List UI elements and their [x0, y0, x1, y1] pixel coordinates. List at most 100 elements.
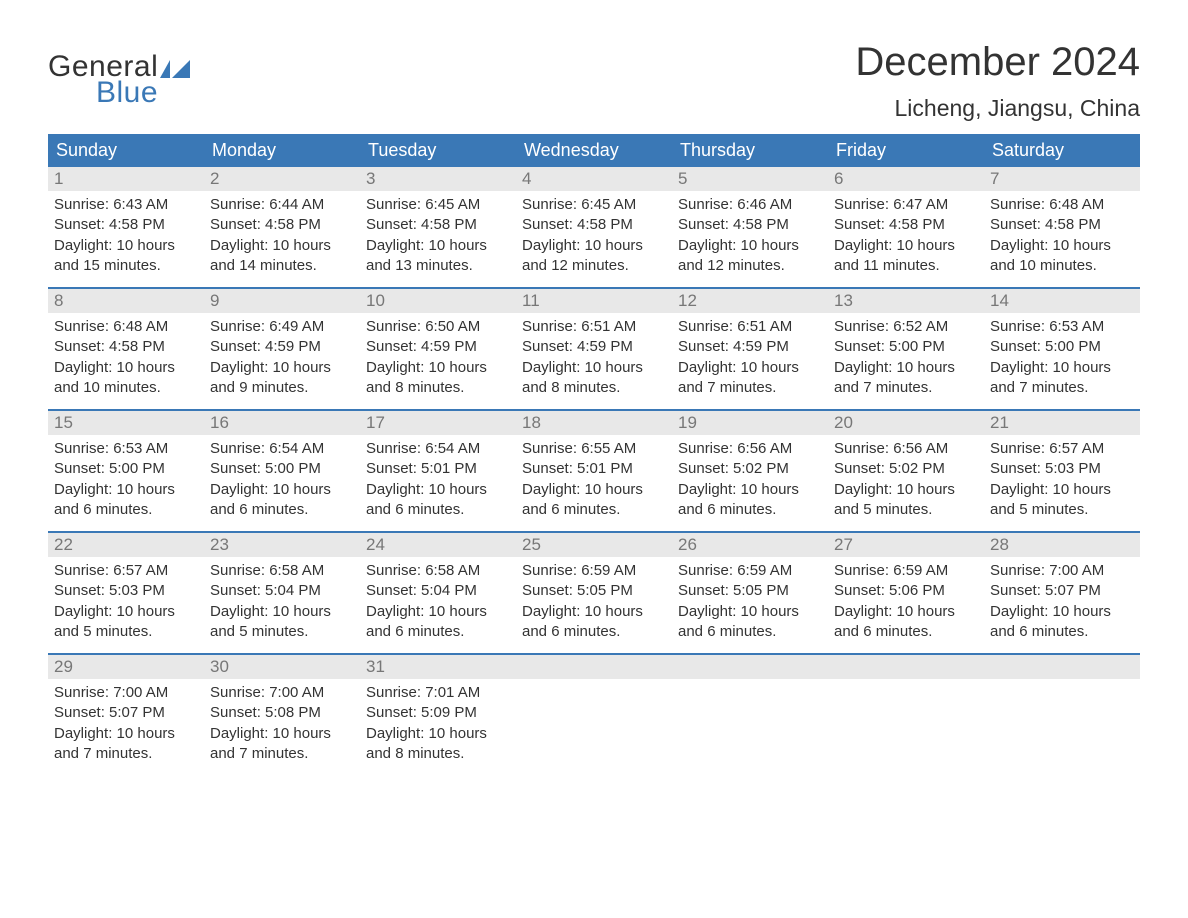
day-number: 12 [678, 291, 697, 310]
sunset-text: Sunset: 5:02 PM [834, 459, 978, 479]
daylight-text-2: and 13 minutes. [366, 256, 510, 276]
daylight-text-1: Daylight: 10 hours [678, 236, 822, 256]
calendar-week: 8Sunrise: 6:48 AMSunset: 4:58 PMDaylight… [48, 287, 1140, 409]
daylight-text-1: Daylight: 10 hours [834, 480, 978, 500]
day-body: Sunrise: 6:53 AMSunset: 5:00 PMDaylight:… [48, 435, 204, 530]
daylight-text-1: Daylight: 10 hours [54, 358, 198, 378]
day-number: 3 [366, 169, 375, 188]
daylight-text-1: Daylight: 10 hours [990, 480, 1134, 500]
daylight-text-2: and 6 minutes. [210, 500, 354, 520]
day-number-row: 20 [828, 411, 984, 435]
sunset-text: Sunset: 5:07 PM [54, 703, 198, 723]
sunset-text: Sunset: 4:58 PM [678, 215, 822, 235]
day-body: Sunrise: 6:56 AMSunset: 5:02 PMDaylight:… [828, 435, 984, 530]
sunrise-text: Sunrise: 6:52 AM [834, 317, 978, 337]
daylight-text-2: and 6 minutes. [678, 622, 822, 642]
calendar-day: 26 Sunrise: 6:59 AMSunset: 5:05 PMDayligh… [672, 533, 828, 653]
day-number-row: 24 [360, 533, 516, 557]
weekday-header: Tuesday [360, 134, 516, 167]
day-number: 11 [522, 291, 540, 310]
location-label: Licheng, Jiangsu, China [855, 95, 1140, 122]
day-number-row: 6 [828, 167, 984, 191]
sunrise-text: Sunrise: 7:00 AM [54, 683, 198, 703]
day-body: Sunrise: 6:54 AMSunset: 5:00 PMDaylight:… [204, 435, 360, 530]
daylight-text-1: Daylight: 10 hours [210, 236, 354, 256]
day-number: 17 [366, 413, 385, 432]
day-body: Sunrise: 6:43 AMSunset: 4:58 PMDaylight:… [48, 191, 204, 286]
sunrise-text: Sunrise: 6:50 AM [366, 317, 510, 337]
weekday-header: Thursday [672, 134, 828, 167]
day-number: 23 [210, 535, 229, 554]
calendar-day: 12 Sunrise: 6:51 AMSunset: 4:59 PMDayligh… [672, 289, 828, 409]
day-number: 18 [522, 413, 541, 432]
day-number [834, 657, 839, 676]
day-number-row: 13 [828, 289, 984, 313]
day-body: Sunrise: 7:01 AMSunset: 5:09 PMDaylight:… [360, 679, 516, 774]
sunrise-text: Sunrise: 6:59 AM [678, 561, 822, 581]
daylight-text-1: Daylight: 10 hours [678, 602, 822, 622]
sunset-text: Sunset: 4:58 PM [366, 215, 510, 235]
day-body: Sunrise: 6:51 AMSunset: 4:59 PMDaylight:… [672, 313, 828, 408]
sunset-text: Sunset: 4:59 PM [678, 337, 822, 357]
calendar-week: 15 Sunrise: 6:53 AMSunset: 5:00 PMDayligh… [48, 409, 1140, 531]
day-number: 16 [210, 413, 229, 432]
calendar-week: 22Sunrise: 6:57 AMSunset: 5:03 PMDayligh… [48, 531, 1140, 653]
calendar-day: 18Sunrise: 6:55 AMSunset: 5:01 PMDayligh… [516, 411, 672, 531]
sunrise-text: Sunrise: 6:48 AM [990, 195, 1134, 215]
calendar-day: 22Sunrise: 6:57 AMSunset: 5:03 PMDayligh… [48, 533, 204, 653]
day-number: 6 [834, 169, 843, 188]
daylight-text-2: and 12 minutes. [522, 256, 666, 276]
day-number-row: 26 [672, 533, 828, 557]
calendar-week: 29Sunrise: 7:00 AMSunset: 5:07 PMDayligh… [48, 653, 1140, 775]
sunrise-text: Sunrise: 7:00 AM [990, 561, 1134, 581]
calendar-day [828, 655, 984, 775]
sunrise-text: Sunrise: 6:54 AM [210, 439, 354, 459]
day-number-row: 5 [672, 167, 828, 191]
day-number: 15 [54, 413, 73, 432]
daylight-text-2: and 12 minutes. [678, 256, 822, 276]
daylight-text-2: and 11 minutes. [834, 256, 978, 276]
day-body: Sunrise: 7:00 AMSunset: 5:07 PMDaylight:… [984, 557, 1140, 652]
day-number-row: 7 [984, 167, 1140, 191]
day-body: Sunrise: 6:57 AMSunset: 5:03 PMDaylight:… [48, 557, 204, 652]
daylight-text-1: Daylight: 10 hours [990, 602, 1134, 622]
day-number-row [516, 655, 672, 679]
day-number: 19 [678, 413, 697, 432]
sunrise-text: Sunrise: 6:59 AM [522, 561, 666, 581]
calendar-day: 9Sunrise: 6:49 AMSunset: 4:59 PMDaylight… [204, 289, 360, 409]
day-number-row: 17 [360, 411, 516, 435]
day-number-row: 3 [360, 167, 516, 191]
sunset-text: Sunset: 5:00 PM [210, 459, 354, 479]
day-number [522, 657, 527, 676]
calendar-day: 31Sunrise: 7:01 AMSunset: 5:09 PMDayligh… [360, 655, 516, 775]
daylight-text-2: and 5 minutes. [990, 500, 1134, 520]
day-number-row: 25 [516, 533, 672, 557]
day-number-row: 14 [984, 289, 1140, 313]
weekday-header: Friday [828, 134, 984, 167]
calendar-day: 14Sunrise: 6:53 AMSunset: 5:00 PMDayligh… [984, 289, 1140, 409]
sunset-text: Sunset: 4:58 PM [834, 215, 978, 235]
day-body: Sunrise: 6:50 AMSunset: 4:59 PMDaylight:… [360, 313, 516, 408]
daylight-text-2: and 7 minutes. [210, 744, 354, 764]
sunset-text: Sunset: 5:04 PM [210, 581, 354, 601]
flag-icon [160, 60, 190, 78]
daylight-text-2: and 8 minutes. [366, 378, 510, 398]
daylight-text-1: Daylight: 10 hours [54, 724, 198, 744]
calendar-day: 15 Sunrise: 6:53 AMSunset: 5:00 PMDayligh… [48, 411, 204, 531]
day-number-row: 16 [204, 411, 360, 435]
day-body: Sunrise: 6:56 AMSunset: 5:02 PMDaylight:… [672, 435, 828, 530]
day-body: Sunrise: 6:51 AMSunset: 4:59 PMDaylight:… [516, 313, 672, 408]
day-number: 27 [834, 535, 853, 554]
day-number-row: 27 [828, 533, 984, 557]
sunrise-text: Sunrise: 7:01 AM [366, 683, 510, 703]
day-body: Sunrise: 6:58 AMSunset: 5:04 PMDaylight:… [204, 557, 360, 652]
calendar-day: 7Sunrise: 6:48 AMSunset: 4:58 PMDaylight… [984, 167, 1140, 287]
sunset-text: Sunset: 4:59 PM [210, 337, 354, 357]
sunset-text: Sunset: 5:05 PM [678, 581, 822, 601]
daylight-text-1: Daylight: 10 hours [990, 358, 1134, 378]
day-number-row: 23 [204, 533, 360, 557]
day-number: 25 [522, 535, 541, 554]
sunrise-text: Sunrise: 6:45 AM [522, 195, 666, 215]
day-number: 7 [990, 169, 999, 188]
calendar-day: 28Sunrise: 7:00 AMSunset: 5:07 PMDayligh… [984, 533, 1140, 653]
